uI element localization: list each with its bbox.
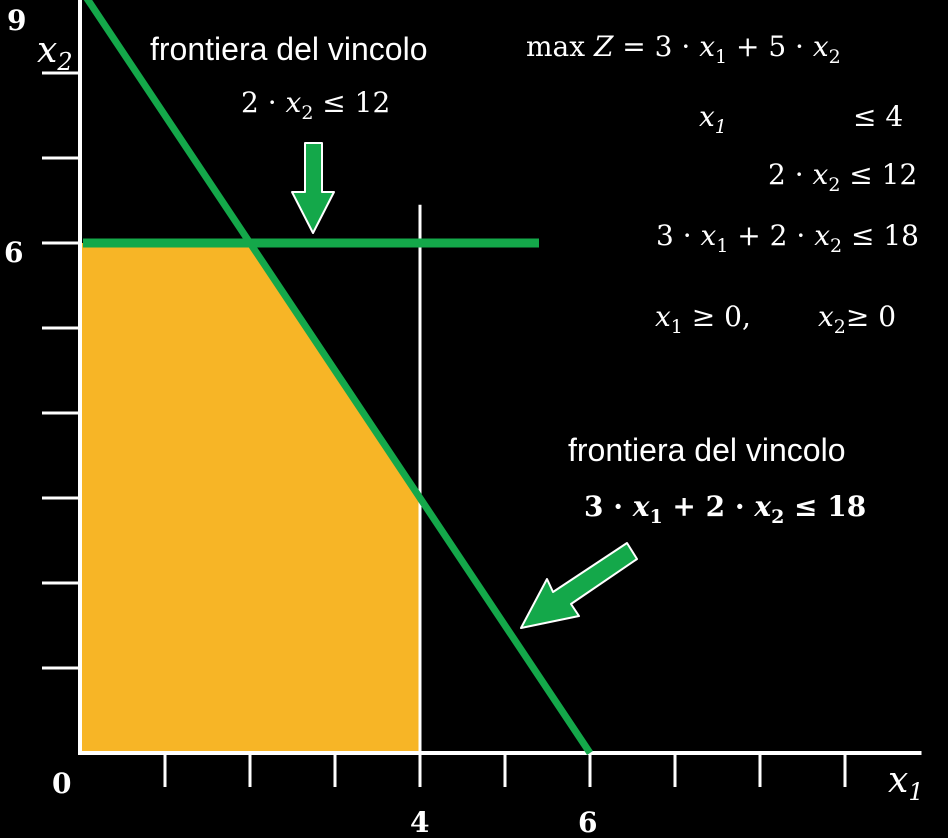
callout-bottom-formula: 3 · x1 + 2 · x2 ≤ 18: [584, 490, 866, 528]
y-tick-label-6: 6: [4, 236, 23, 269]
y-axis-ticks: [42, 71, 80, 670]
constraint-1-lhs: x1: [699, 100, 727, 138]
constraint-3x1-2x2-le-18-line: [83, 0, 593, 755]
objective-function: max Z = 3 · x1 + 5 · x2: [526, 30, 841, 68]
x-axis-ticks: [163, 753, 847, 787]
y-axis-label: x2: [37, 30, 73, 76]
x-tick-label-4: 4: [410, 806, 429, 838]
x-tick-label-6: 6: [578, 806, 597, 838]
x-axis-label: x1: [888, 760, 924, 806]
callout-bottom-title: frontiera del vincolo: [568, 432, 845, 468]
y-tick-label-9: 9: [7, 4, 26, 37]
callout-top-title: frontiera del vincolo: [150, 31, 427, 67]
nonneg-x1: x1 ≥ 0,: [655, 300, 751, 338]
arrow-down-left-icon: [520, 542, 638, 629]
feasible-region: [80, 243, 420, 753]
constraint-1-rhs: ≤ 4: [853, 100, 903, 133]
constraint-3: 3 · x1 + 2 · x2 ≤ 18: [656, 219, 919, 257]
nonneg-x2: x2≥ 0: [818, 300, 896, 338]
arrow-down-icon: [291, 142, 335, 234]
callout-top-formula: 2 · x2 ≤ 12: [241, 86, 390, 124]
constraint-2: 2 · x2 ≤ 12: [768, 158, 917, 196]
origin-label: 0: [52, 767, 71, 800]
